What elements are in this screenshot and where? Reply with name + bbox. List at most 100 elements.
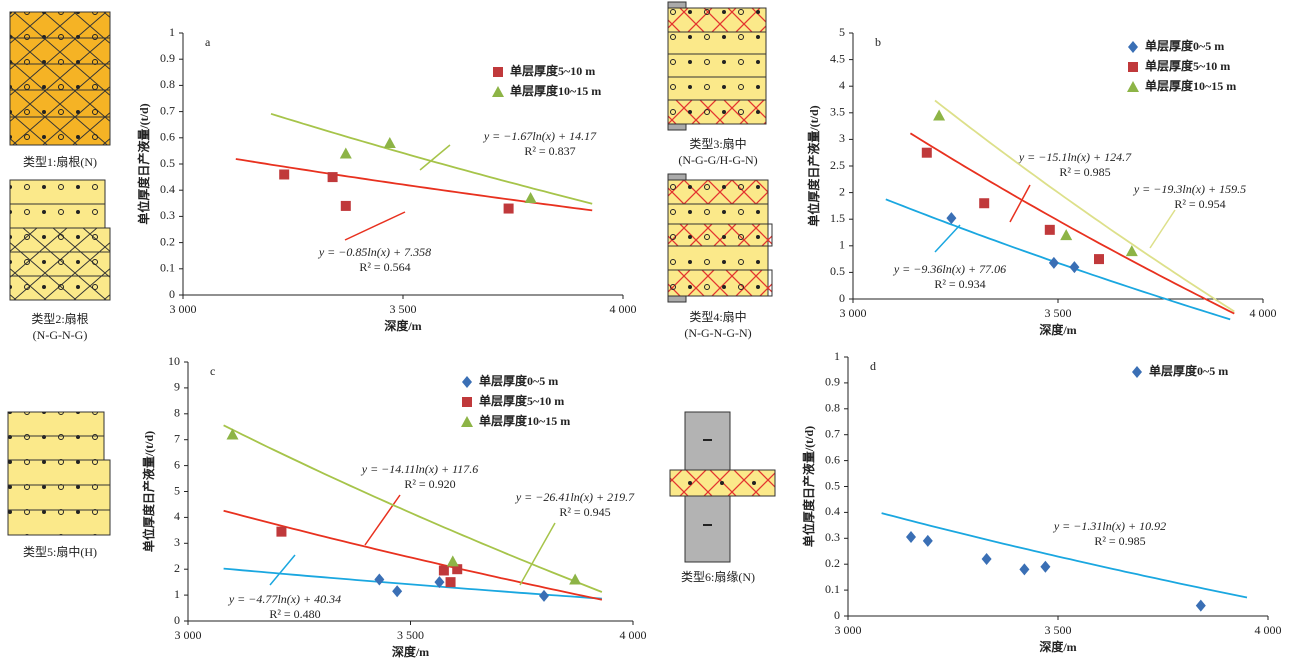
y-axis-label: 单位厚度日产液量/(t/d)	[806, 105, 821, 226]
y-tick-label: 0.5	[830, 264, 845, 278]
data-point	[1060, 229, 1073, 241]
data-point	[339, 147, 352, 159]
trend-equation: y = −14.11ln(x) + 117.6	[361, 462, 479, 476]
x-tick-label: 4 000	[620, 628, 647, 642]
trend-equation: y = −1.31ln(x) + 10.92	[1053, 519, 1166, 533]
y-tick-label: 0.3	[825, 530, 840, 544]
trendline	[881, 512, 1248, 599]
data-point	[921, 147, 932, 158]
y-axis-label: 单位厚度日产液量/(t/d)	[136, 103, 151, 224]
legend-label: 单层厚度10~15 m	[510, 83, 601, 98]
trend-equation: y = −15.1ln(x) + 124.7	[1018, 150, 1132, 164]
leader-line	[344, 211, 406, 241]
data-point	[569, 573, 582, 585]
y-tick-label: 0.2	[825, 556, 840, 570]
y-tick-label: 2	[839, 184, 845, 198]
y-tick-label: 2	[174, 561, 180, 575]
lithology-label: 类型3:扇中	[689, 136, 746, 151]
y-tick-label: 3	[839, 131, 845, 145]
y-tick-label: 5	[839, 25, 845, 39]
y-tick-label: 8	[174, 406, 180, 420]
legend-label: 单层厚度0~5 m	[479, 373, 558, 388]
legend-label: 单层厚度0~5 m	[1149, 363, 1228, 378]
y-tick-label: 4	[839, 78, 845, 92]
trend-equation: y = −19.3ln(x) + 159.5	[1133, 182, 1246, 196]
data-point	[979, 198, 990, 209]
panel-label: a	[205, 35, 211, 49]
legend-marker	[1132, 366, 1142, 378]
data-point	[446, 555, 459, 567]
trendline	[909, 132, 1235, 315]
x-tick-label: 3 000	[840, 306, 867, 320]
data-point	[392, 585, 403, 598]
trendline	[270, 112, 593, 205]
lithology-label: (N-G-N-G)	[33, 328, 88, 342]
trend-r2: R² = 0.920	[404, 477, 455, 491]
y-tick-label: 1	[174, 587, 180, 601]
legend-label: 单层厚度5~10 m	[479, 393, 564, 408]
y-tick-label: 1.5	[830, 211, 845, 225]
lithology-label: 类型4:扇中	[689, 309, 746, 324]
leader-line	[934, 224, 961, 253]
data-point	[279, 169, 290, 180]
legend-marker	[462, 376, 472, 388]
trend-r2: R² = 0.564	[359, 260, 410, 274]
data-point	[1048, 256, 1059, 269]
data-point	[524, 192, 537, 204]
lithology-label: 类型1:扇根(N)	[23, 154, 97, 169]
trend-equation: y = −0.85ln(x) + 7.358	[318, 245, 431, 259]
y-tick-label: 9	[174, 380, 180, 394]
legend-label: 单层厚度10~15 m	[479, 413, 570, 428]
y-tick-label: 0.8	[825, 401, 840, 415]
x-tick-label: 4 000	[1250, 306, 1277, 320]
trend-equation: y = −26.41ln(x) + 219.7	[515, 490, 635, 504]
y-tick-label: 0	[174, 613, 180, 627]
x-tick-label: 3 000	[175, 628, 202, 642]
leader-line	[519, 522, 556, 586]
data-point	[981, 553, 992, 566]
x-tick-label: 3 000	[835, 623, 862, 637]
y-tick-label: 2.5	[830, 158, 845, 172]
trend-equation: y = −4.77ln(x) + 40.34	[228, 592, 341, 606]
trendline	[223, 424, 603, 593]
y-tick-label: 4	[174, 509, 180, 523]
data-point	[1069, 261, 1080, 274]
data-point	[503, 203, 514, 214]
x-tick-label: 3 000	[170, 302, 197, 316]
trend-r2: R² = 0.837	[524, 144, 575, 158]
y-tick-label: 0.1	[825, 582, 840, 596]
data-point	[1195, 599, 1206, 612]
x-tick-label: 3 500	[397, 628, 424, 642]
y-tick-label: 0.7	[160, 103, 175, 117]
legend-marker	[493, 67, 503, 77]
trendline	[223, 509, 603, 601]
y-tick-label: 1	[169, 25, 175, 39]
data-point	[383, 137, 396, 149]
data-point	[276, 526, 287, 537]
data-point	[452, 564, 463, 575]
trend-r2: R² = 0.480	[269, 607, 320, 621]
x-axis-label: 深度/m	[1039, 639, 1076, 654]
trend-r2: R² = 0.985	[1059, 165, 1110, 179]
y-tick-label: 0.9	[825, 375, 840, 389]
y-tick-label: 0	[839, 291, 845, 305]
y-tick-label: 0.2	[160, 234, 175, 248]
x-tick-label: 3 500	[390, 302, 417, 316]
data-point	[445, 577, 456, 588]
trendline	[235, 158, 593, 212]
leader-line	[1149, 209, 1176, 249]
data-point	[933, 109, 946, 121]
trend-equation: y = −1.67ln(x) + 14.17	[483, 129, 597, 143]
y-tick-label: 0	[834, 608, 840, 622]
y-tick-label: 0.5	[825, 478, 840, 492]
trend-r2: R² = 0.985	[1094, 534, 1145, 548]
y-tick-label: 1	[834, 349, 840, 363]
legend-label: 单层厚度10~15 m	[1145, 78, 1236, 93]
y-tick-label: 0.1	[160, 261, 175, 275]
data-point	[226, 428, 239, 440]
legend-marker	[1127, 81, 1139, 92]
panel-label: b	[875, 35, 881, 49]
lithology-label: 类型2:扇根	[31, 311, 88, 326]
y-tick-label: 0.9	[160, 51, 175, 65]
y-tick-label: 0.8	[160, 77, 175, 91]
